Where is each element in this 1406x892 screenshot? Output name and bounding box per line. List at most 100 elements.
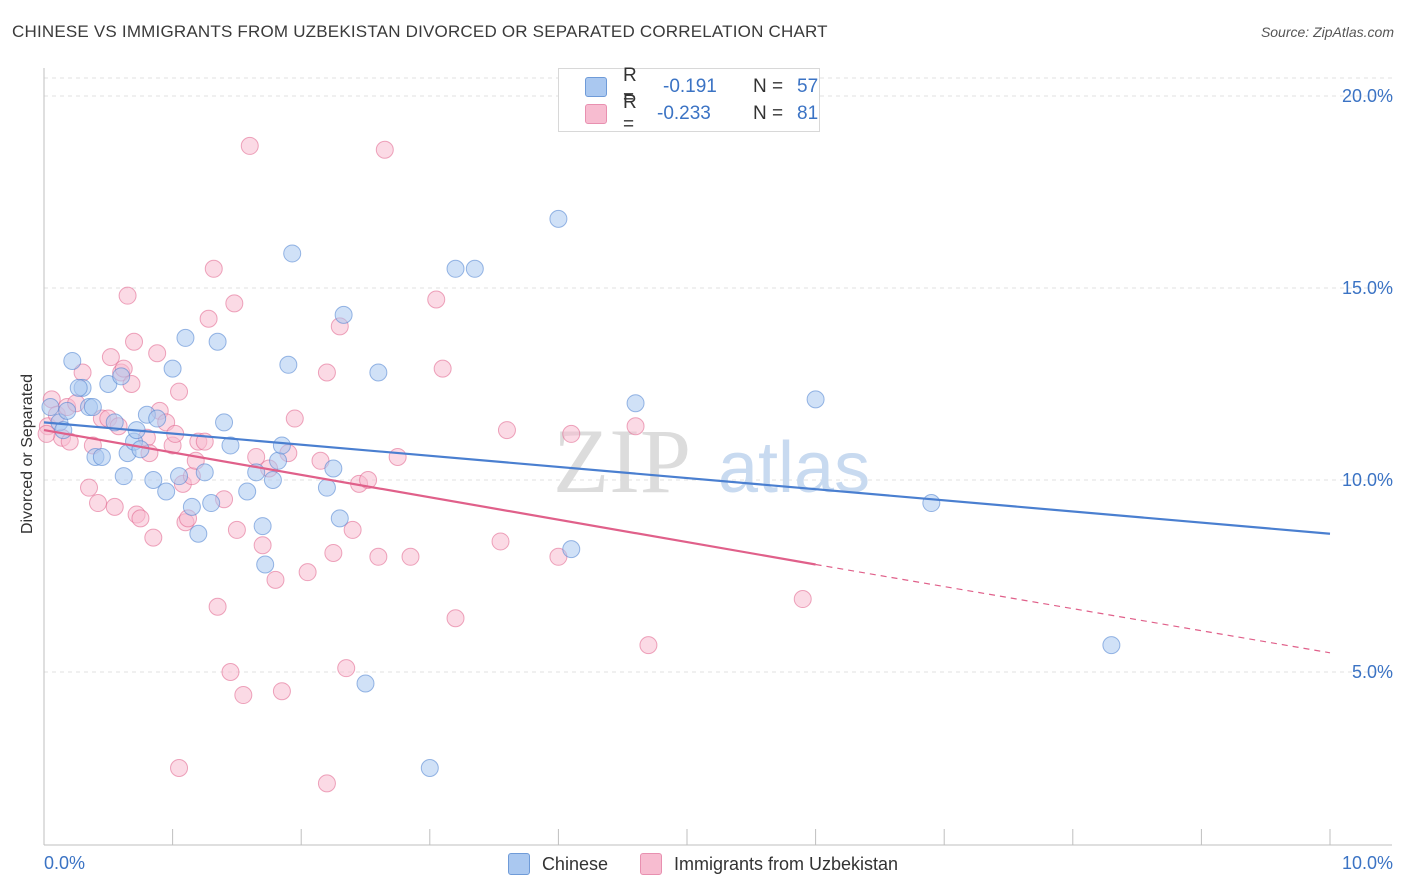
point-chinese xyxy=(202,494,221,513)
point-chinese xyxy=(105,413,124,432)
point-chinese xyxy=(148,409,167,428)
point-chinese xyxy=(334,305,353,324)
point-uzbekistan xyxy=(427,290,446,309)
point-chinese xyxy=(63,351,82,370)
point-uzbekistan xyxy=(562,424,581,443)
point-chinese xyxy=(195,463,214,482)
point-uzbekistan xyxy=(125,332,144,351)
series-legend: Chinese Immigrants from Uzbekistan xyxy=(0,850,1406,878)
point-uzbekistan xyxy=(285,409,304,428)
trend-line-uzbekistan xyxy=(43,428,816,566)
point-uzbekistan xyxy=(170,382,189,401)
point-uzbekistan xyxy=(401,547,420,566)
point-chinese xyxy=(189,524,208,543)
point-chinese xyxy=(144,471,163,489)
source-label: Source: ZipAtlas.com xyxy=(1260,24,1394,40)
point-uzbekistan xyxy=(80,478,99,497)
swatch-chinese xyxy=(585,77,607,97)
point-chinese xyxy=(369,363,388,382)
point-uzbekistan xyxy=(639,636,658,655)
point-chinese xyxy=(238,482,257,501)
axes xyxy=(43,68,1392,846)
n-value: 81 xyxy=(797,103,819,124)
y-tick-label: 10.0% xyxy=(1342,470,1393,490)
point-chinese xyxy=(157,482,176,501)
point-uzbekistan xyxy=(317,363,336,382)
point-chinese xyxy=(69,378,88,397)
point-uzbekistan xyxy=(225,294,244,313)
point-chinese xyxy=(256,555,275,574)
trend-line-chinese xyxy=(43,421,1331,535)
point-uzbekistan xyxy=(369,547,388,566)
r-value: -0.191 xyxy=(663,76,717,97)
stats-legend: R = -0.191 N = 57 R = -0.233 N = 81 xyxy=(558,65,820,135)
point-chinese xyxy=(114,467,133,486)
point-uzbekistan xyxy=(446,609,465,628)
point-chinese xyxy=(269,451,288,470)
r-value: -0.233 xyxy=(657,103,711,124)
point-uzbekistan xyxy=(227,520,246,539)
point-uzbekistan xyxy=(105,497,124,516)
point-uzbekistan xyxy=(337,659,356,678)
legend-label-uzbekistan: Immigrants from Uzbekistan xyxy=(673,853,899,874)
point-uzbekistan xyxy=(199,309,218,328)
y-tick-label: 5.0% xyxy=(1352,662,1393,682)
point-chinese xyxy=(112,367,131,386)
point-chinese xyxy=(562,540,581,559)
point-uzbekistan xyxy=(89,494,108,513)
point-uzbekistan xyxy=(101,348,120,367)
x-tick-label: 0.0% xyxy=(44,853,85,873)
legend-swatch-chinese xyxy=(507,853,530,875)
y-tick-label: 15.0% xyxy=(1342,278,1393,298)
watermark: ZIP atlas xyxy=(553,410,870,512)
point-uzbekistan xyxy=(375,140,394,159)
point-chinese xyxy=(92,447,111,466)
r-label: R = xyxy=(623,65,637,108)
point-chinese xyxy=(176,328,195,347)
point-uzbekistan xyxy=(298,563,317,582)
stats-row-chinese: R = -0.191 N = 57 xyxy=(585,65,818,108)
point-chinese xyxy=(446,259,465,278)
point-uzbekistan xyxy=(170,759,189,777)
point-uzbekistan xyxy=(144,528,163,547)
legend-item-uzbekistan[interactable]: Immigrants from Uzbekistan xyxy=(639,853,899,875)
point-chinese xyxy=(420,759,439,777)
point-chinese xyxy=(221,436,240,455)
stats-row-uzbekistan: R = -0.233 N = 81 xyxy=(585,92,819,135)
r-label: R = xyxy=(623,92,637,135)
point-chinese xyxy=(83,398,102,417)
watermark-atlas: atlas xyxy=(718,428,870,508)
point-chinese xyxy=(170,467,189,486)
point-uzbekistan xyxy=(433,359,452,378)
x-tick-label: 10.0% xyxy=(1342,853,1393,873)
y-axis-label: Divorced or Separated xyxy=(19,373,36,535)
point-chinese xyxy=(182,497,201,516)
point-uzbekistan xyxy=(497,421,516,440)
point-chinese xyxy=(806,390,825,409)
legend-swatch-uzbekistan xyxy=(639,853,662,875)
n-label: N = xyxy=(753,103,784,124)
point-chinese xyxy=(324,459,343,478)
point-uzbekistan xyxy=(272,682,291,701)
point-uzbekistan xyxy=(388,447,407,466)
point-uzbekistan xyxy=(793,590,812,609)
point-chinese xyxy=(41,398,60,417)
point-chinese xyxy=(279,355,298,374)
point-chinese xyxy=(272,436,291,455)
point-uzbekistan xyxy=(626,417,645,436)
point-uzbekistan xyxy=(118,286,137,305)
point-uzbekistan xyxy=(491,532,510,551)
point-chinese xyxy=(131,440,150,459)
point-uzbekistan xyxy=(266,570,285,589)
point-uzbekistan xyxy=(131,509,150,528)
point-chinese xyxy=(1102,636,1121,655)
point-chinese xyxy=(626,394,645,413)
point-chinese xyxy=(208,332,227,351)
point-chinese xyxy=(283,244,302,263)
point-uzbekistan xyxy=(148,344,167,363)
point-chinese xyxy=(58,401,77,420)
point-uzbekistan xyxy=(343,520,362,539)
legend-item-chinese[interactable]: Chinese xyxy=(507,853,608,875)
point-uzbekistan xyxy=(324,543,343,562)
